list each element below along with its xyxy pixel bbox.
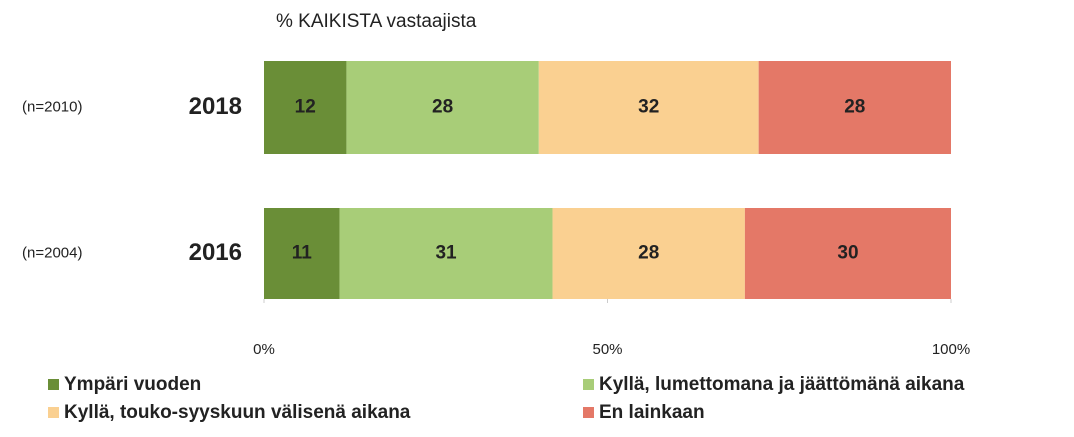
data-label: 11 bbox=[292, 243, 313, 264]
bar-segment bbox=[264, 61, 347, 154]
bar-segment bbox=[538, 61, 759, 154]
bar-segment bbox=[552, 208, 745, 299]
data-label: 30 bbox=[837, 243, 858, 264]
x-tick-label: 100% bbox=[932, 341, 970, 358]
bar-segment bbox=[758, 61, 951, 154]
legend-swatch bbox=[583, 379, 594, 390]
data-label: 12 bbox=[295, 97, 316, 118]
legend-label: En lainkaan bbox=[599, 402, 705, 423]
data-label: 28 bbox=[432, 97, 453, 118]
x-tick-label: 50% bbox=[592, 341, 622, 358]
x-tick-label: 0% bbox=[253, 341, 275, 358]
legend-label: Kyllä, touko-syyskuun välisenä aikana bbox=[64, 402, 411, 423]
data-label: 28 bbox=[638, 243, 659, 264]
bar-segment bbox=[744, 208, 951, 299]
data-label: 32 bbox=[638, 97, 659, 118]
category-note: (n=2010) bbox=[22, 98, 82, 115]
chart-title: % KAIKISTA vastaajista bbox=[276, 11, 477, 32]
legend-label: Ympäri vuoden bbox=[64, 374, 201, 395]
data-label: 28 bbox=[844, 97, 865, 118]
category-label: 2016 bbox=[189, 239, 242, 266]
category-note: (n=2004) bbox=[22, 244, 82, 261]
legend-swatch bbox=[48, 379, 59, 390]
legend-swatch bbox=[48, 407, 59, 418]
bar-segment bbox=[346, 61, 539, 154]
bar-segment bbox=[264, 208, 340, 299]
category-label: 2018 bbox=[189, 93, 242, 120]
data-label: 31 bbox=[435, 243, 457, 264]
bar-segment bbox=[339, 208, 553, 299]
legend-label: Kyllä, lumettomana ja jäättömänä aikana bbox=[599, 374, 965, 395]
legend-swatch bbox=[583, 407, 594, 418]
